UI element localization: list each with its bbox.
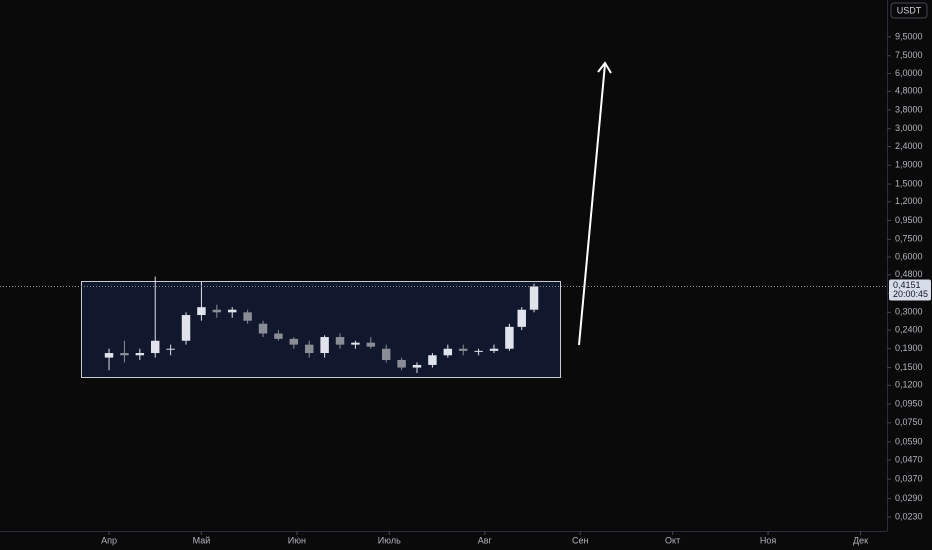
candle-body bbox=[517, 309, 526, 327]
y-tick-label: 0,0230 bbox=[895, 511, 923, 521]
candle-body bbox=[243, 312, 252, 321]
x-tick-label: Дек bbox=[853, 535, 868, 545]
y-tick-label: 0,0590 bbox=[895, 436, 923, 446]
y-tick-label: 0,0290 bbox=[895, 493, 923, 503]
candle-body bbox=[397, 359, 406, 368]
candle-body bbox=[529, 286, 539, 310]
candle-body bbox=[458, 348, 468, 351]
candle-body bbox=[120, 353, 129, 356]
y-tick-label: 4,8000 bbox=[895, 86, 923, 96]
candle-body bbox=[443, 348, 453, 356]
candle-body bbox=[258, 323, 268, 334]
last-price-label: 0,4151 bbox=[893, 280, 921, 290]
y-tick-label: 0,0950 bbox=[895, 398, 923, 408]
y-tick-label: 0,6000 bbox=[895, 251, 923, 261]
range-box[interactable] bbox=[81, 281, 561, 378]
x-tick-label: Май bbox=[193, 535, 211, 545]
y-tick-label: 0,0750 bbox=[895, 417, 923, 427]
candle-body bbox=[135, 353, 145, 356]
y-tick-label: 0,1900 bbox=[895, 343, 923, 353]
candle-body bbox=[381, 348, 391, 360]
y-tick-label: 3,0000 bbox=[895, 123, 923, 133]
y-tick-label: 7,5000 bbox=[895, 50, 923, 60]
y-tick-label: 1,9000 bbox=[895, 160, 923, 170]
x-tick-label: Июль bbox=[378, 535, 401, 545]
y-tick-label: 0,0470 bbox=[895, 454, 923, 464]
y-tick-label: 2,4000 bbox=[895, 141, 923, 151]
x-tick-label: Окт bbox=[665, 535, 680, 545]
candle-body bbox=[351, 342, 360, 345]
candle-body bbox=[289, 338, 299, 345]
candle-body bbox=[474, 350, 483, 352]
candle-body bbox=[428, 355, 437, 365]
candle-body bbox=[150, 340, 160, 354]
candle-body bbox=[505, 326, 514, 349]
y-tick-label: 6,0000 bbox=[895, 68, 923, 78]
candle-body bbox=[489, 348, 499, 351]
candle-body bbox=[304, 344, 314, 354]
x-tick-label: Апр bbox=[101, 535, 117, 545]
candle-body bbox=[104, 353, 114, 358]
candle-body bbox=[320, 337, 329, 354]
x-tick-label: Ноя bbox=[760, 535, 777, 545]
currency-label[interactable]: USDT bbox=[897, 5, 922, 15]
y-tick-label: 0,4800 bbox=[895, 269, 923, 279]
candle-body bbox=[212, 309, 222, 313]
y-tick-label: 0,1500 bbox=[895, 362, 923, 372]
currency-button[interactable] bbox=[890, 2, 928, 19]
y-tick-label: 0,3000 bbox=[895, 307, 923, 317]
x-tick-label: Сен bbox=[572, 535, 589, 545]
candle-body bbox=[166, 348, 175, 350]
candle-body bbox=[274, 333, 283, 339]
y-tick-label: 1,5000 bbox=[895, 178, 923, 188]
candle-body bbox=[197, 307, 206, 316]
countdown-label: 20:00:45 bbox=[893, 289, 928, 299]
x-tick-label: Июн bbox=[288, 535, 306, 545]
y-tick-label: 1,2000 bbox=[895, 196, 923, 206]
candle-body bbox=[181, 315, 191, 341]
y-tick-label: 0,1200 bbox=[895, 380, 923, 390]
y-tick-label: 0,2400 bbox=[895, 324, 923, 334]
y-tick-label: 0,9500 bbox=[895, 215, 923, 225]
y-tick-label: 0,0370 bbox=[895, 474, 923, 484]
x-tick-label: Авг bbox=[478, 535, 493, 545]
y-tick-label: 9,5000 bbox=[895, 31, 923, 41]
candle-body bbox=[227, 309, 237, 313]
arrow-head[interactable] bbox=[597, 61, 612, 74]
candle-body bbox=[366, 342, 376, 347]
y-tick-label: 3,8000 bbox=[895, 104, 923, 114]
arrow-line[interactable] bbox=[578, 63, 606, 346]
candles bbox=[104, 276, 539, 374]
candle-body bbox=[412, 364, 422, 368]
candle-body bbox=[335, 337, 345, 345]
last-price-box bbox=[889, 279, 931, 301]
y-tick-label: 0,7500 bbox=[895, 234, 923, 244]
